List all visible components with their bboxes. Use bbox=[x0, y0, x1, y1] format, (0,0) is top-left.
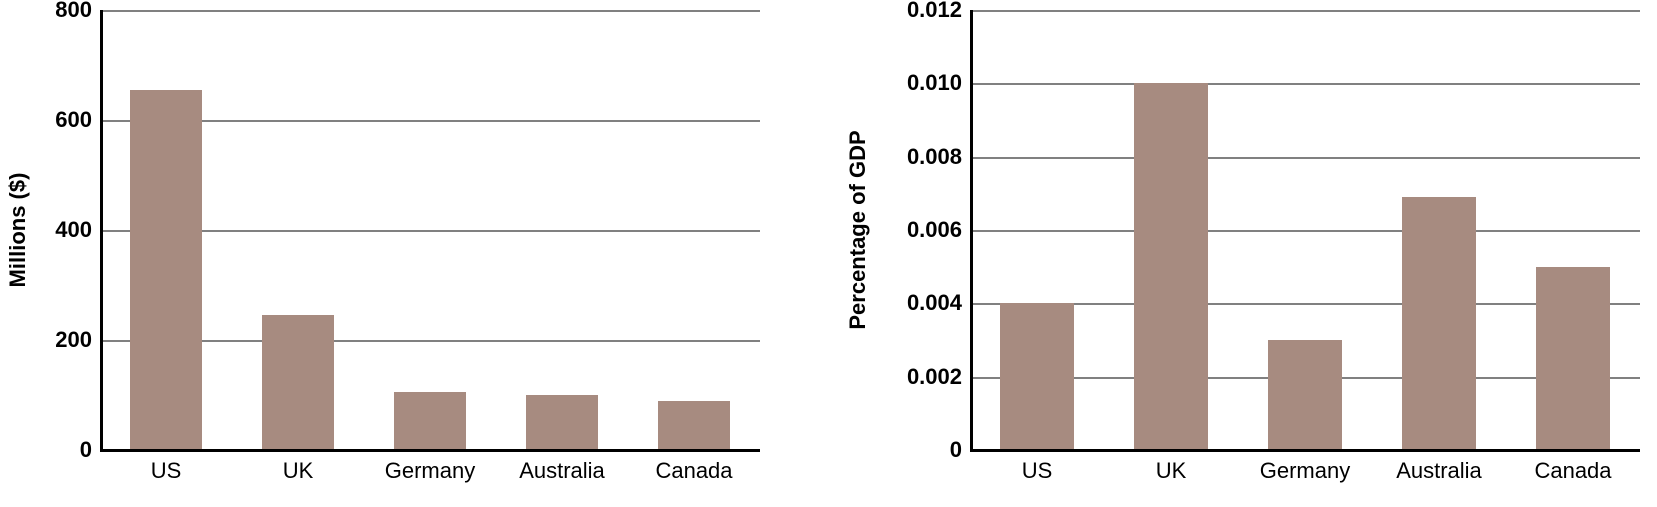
gridline bbox=[970, 230, 1640, 232]
xtick-label: Germany bbox=[385, 458, 475, 484]
ylabel-right: Percentage of GDP bbox=[845, 130, 871, 329]
ytick-label: 0 bbox=[80, 437, 92, 463]
xtick-label: Canada bbox=[1534, 458, 1611, 484]
bar-us bbox=[130, 90, 203, 450]
bar-uk bbox=[262, 315, 335, 450]
ylabel-left: Millions ($) bbox=[5, 173, 31, 288]
ytick-label: 0 bbox=[950, 437, 962, 463]
plot-area-left bbox=[100, 10, 760, 450]
gridline bbox=[970, 157, 1640, 159]
plot-area-right bbox=[970, 10, 1640, 450]
xtick-label: Australia bbox=[519, 458, 605, 484]
ytick-label: 0.006 bbox=[907, 217, 962, 243]
ytick-label: 200 bbox=[55, 327, 92, 353]
panel-right: 0 0.002 0.004 0.006 0.008 0.010 0.012 US UK Germa… bbox=[840, 0, 1657, 507]
xtick-label: UK bbox=[1156, 458, 1187, 484]
xtick-label: US bbox=[151, 458, 182, 484]
xtick-label: Germany bbox=[1260, 458, 1350, 484]
y-axis bbox=[970, 10, 973, 450]
x-axis bbox=[970, 449, 1640, 452]
ytick-label: 0.010 bbox=[907, 70, 962, 96]
xtick-label: US bbox=[1022, 458, 1053, 484]
x-axis bbox=[100, 449, 760, 452]
bar-australia bbox=[1402, 197, 1476, 450]
ytick-label: 400 bbox=[55, 217, 92, 243]
gridline bbox=[970, 10, 1640, 12]
gridline bbox=[970, 83, 1640, 85]
bar-us bbox=[1000, 303, 1074, 450]
bar-australia bbox=[526, 395, 599, 450]
figure: 0 200 400 600 800 US UK Germany Australia Canada M… bbox=[0, 0, 1657, 507]
ytick-label: 0.002 bbox=[907, 364, 962, 390]
ytick-label: 0.004 bbox=[907, 290, 962, 316]
ytick-label: 0.012 bbox=[907, 0, 962, 23]
ytick-label: 0.008 bbox=[907, 144, 962, 170]
bar-canada bbox=[1536, 267, 1610, 450]
xtick-label: UK bbox=[283, 458, 314, 484]
ytick-label: 600 bbox=[55, 107, 92, 133]
xtick-label: Australia bbox=[1396, 458, 1482, 484]
bar-canada bbox=[658, 401, 731, 451]
xtick-label: Canada bbox=[655, 458, 732, 484]
y-axis bbox=[100, 10, 103, 450]
bar-germany bbox=[394, 392, 467, 450]
panel-left: 0 200 400 600 800 US UK Germany Australia Canada M… bbox=[0, 0, 780, 507]
ytick-label: 800 bbox=[55, 0, 92, 23]
bar-germany bbox=[1268, 340, 1342, 450]
gridline bbox=[100, 10, 760, 12]
bar-uk bbox=[1134, 83, 1208, 450]
